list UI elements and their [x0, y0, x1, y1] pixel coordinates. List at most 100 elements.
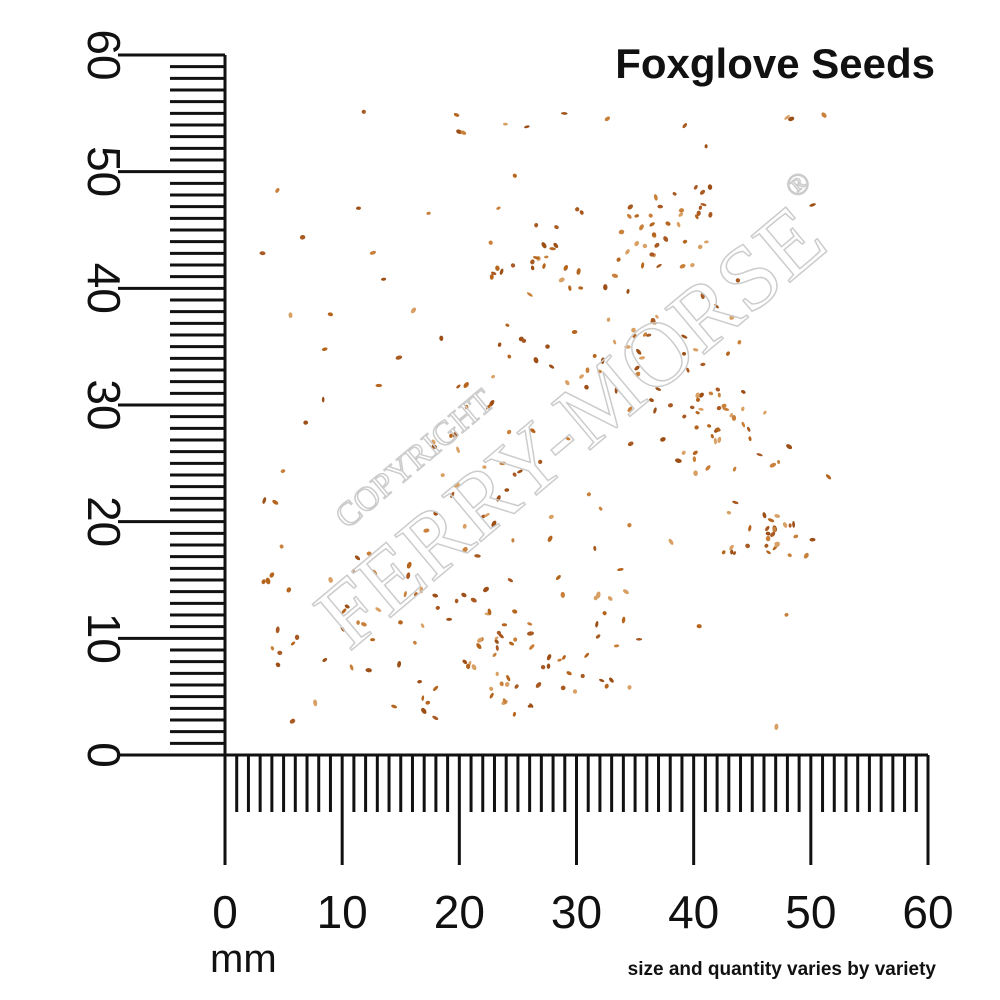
- seed: [460, 130, 467, 135]
- seed: [432, 593, 439, 598]
- seed: [665, 221, 671, 226]
- x-label: 30: [551, 886, 602, 938]
- seed: [540, 665, 546, 670]
- seed: [787, 553, 792, 558]
- seed: [729, 544, 734, 551]
- seed: [770, 531, 776, 538]
- seed: [456, 129, 462, 134]
- seed: [534, 223, 539, 228]
- seed: [533, 357, 539, 364]
- seed: [503, 122, 508, 126]
- seed: [584, 384, 589, 390]
- seed: [356, 620, 360, 625]
- y-label: 60: [78, 29, 130, 80]
- seed: [506, 429, 512, 435]
- seed: [421, 707, 427, 714]
- seed: [729, 315, 735, 320]
- x-label: 60: [902, 886, 953, 938]
- seed: [596, 591, 601, 599]
- seed: [693, 470, 698, 476]
- seed: [748, 436, 752, 442]
- seed: [627, 406, 633, 412]
- seed: [696, 624, 702, 629]
- seed: [262, 497, 267, 504]
- seed: [561, 112, 568, 115]
- seed: [494, 636, 499, 640]
- seed: [290, 641, 296, 646]
- seed: [275, 662, 281, 668]
- seed: [611, 273, 619, 278]
- seed: [649, 222, 655, 227]
- seed: [341, 608, 347, 614]
- seed: [763, 410, 767, 415]
- seed: [649, 398, 654, 403]
- seed: [675, 458, 682, 463]
- seed: [554, 225, 559, 230]
- seed: [580, 673, 585, 679]
- seed: [485, 404, 491, 410]
- seed: [524, 125, 530, 129]
- seed: [672, 192, 677, 196]
- seed: [729, 412, 733, 418]
- seed: [303, 420, 309, 425]
- seed: [699, 189, 706, 195]
- seed: [432, 715, 439, 720]
- seed: [616, 257, 621, 262]
- seed: [452, 431, 458, 438]
- seed: [715, 387, 721, 392]
- seed: [492, 652, 497, 658]
- seed: [809, 203, 816, 207]
- seed: [777, 460, 781, 464]
- seed: [277, 650, 283, 656]
- seed: [288, 312, 293, 318]
- seed: [532, 256, 540, 260]
- seed: [456, 384, 461, 389]
- seed: [403, 591, 407, 598]
- seed: [681, 450, 686, 455]
- seed: [653, 194, 658, 201]
- ruler: 0 10 20 30 40 50 60 0 10 20 30 40 50 60: [78, 29, 954, 938]
- seed: [435, 605, 440, 610]
- seed: [510, 263, 516, 268]
- seed: [692, 450, 698, 456]
- seed: [700, 292, 705, 300]
- seed: [511, 538, 515, 543]
- seed: [555, 574, 561, 581]
- seed: [420, 623, 425, 629]
- seed: [395, 355, 403, 360]
- seed: [624, 345, 631, 349]
- seed: [717, 436, 722, 444]
- y-label: 10: [78, 613, 130, 664]
- seed: [678, 212, 684, 217]
- seed: [625, 249, 630, 255]
- seed: [579, 374, 584, 379]
- seed: [635, 371, 641, 377]
- seed: [607, 596, 613, 601]
- seed: [527, 622, 533, 626]
- seed: [349, 664, 354, 671]
- seed: [648, 213, 653, 218]
- y-label: 50: [78, 146, 130, 197]
- seed: [595, 621, 599, 628]
- seed: [548, 514, 554, 519]
- seed: [682, 123, 688, 129]
- seed: [650, 317, 656, 323]
- x-label: 50: [785, 886, 836, 938]
- seed: [693, 184, 698, 190]
- seed: [366, 551, 372, 556]
- seed: [526, 292, 533, 297]
- seed: [732, 551, 737, 555]
- seed: [270, 646, 275, 651]
- seed: [602, 611, 607, 616]
- seed: [449, 433, 453, 438]
- seed: [632, 333, 637, 339]
- seed: [766, 550, 771, 555]
- seed: [462, 546, 468, 553]
- seed: [586, 492, 591, 497]
- y-label: 30: [78, 379, 130, 430]
- seed: [313, 699, 318, 707]
- seed: [700, 362, 706, 367]
- seed: [732, 466, 737, 472]
- seed: [638, 356, 646, 360]
- seed: [707, 424, 712, 428]
